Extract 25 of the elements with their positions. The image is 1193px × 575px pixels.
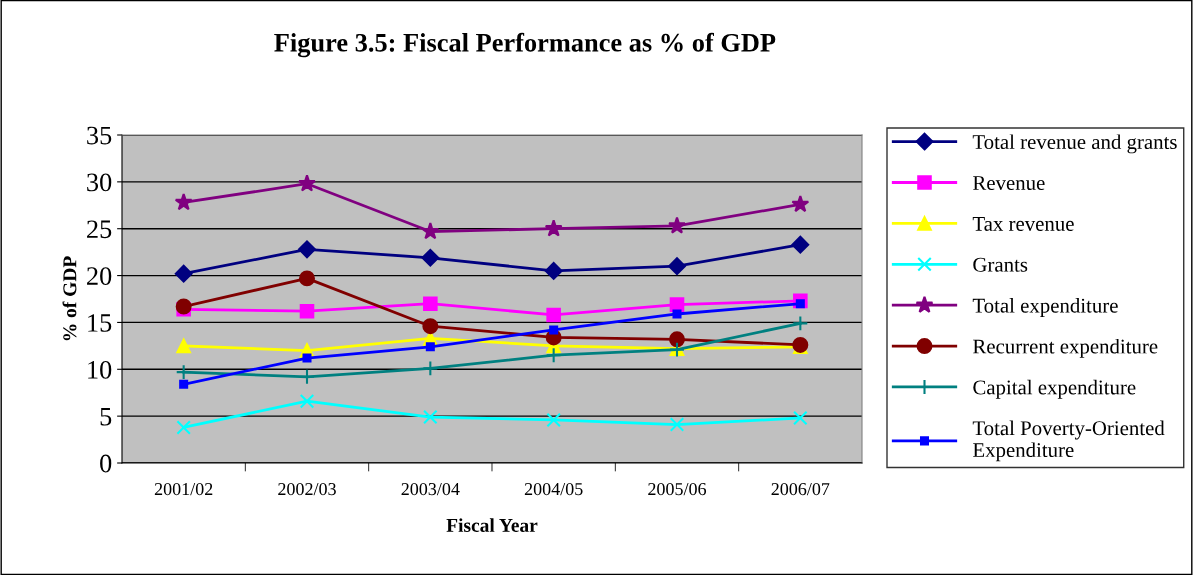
chart-title: Figure 3.5: Fiscal Performance as % of GDP [274, 32, 776, 58]
y-tick-label: 10 [88, 360, 112, 379]
y-tick-label: 15 [88, 314, 112, 332]
legend-label: Total expenditure [972, 298, 1118, 317]
y-tick-label: 25 [87, 220, 112, 239]
legend-label: Revenue [973, 176, 1045, 190]
x-tick-label: 2004/05 [524, 482, 583, 496]
y-tick-label: 35 [87, 126, 112, 145]
legend-label: Grants [973, 257, 1028, 272]
y-tick-label: 5 [100, 408, 112, 426]
legend-label: Total revenue and grants [972, 134, 1177, 154]
x-tick-label: 2003/04 [401, 482, 460, 496]
legend-label: Recurrent expenditure [973, 338, 1158, 358]
y-tick-label: 30 [87, 173, 112, 192]
y-tick-label: 20 [87, 267, 112, 285]
x-tick-label: 2006/07 [771, 482, 830, 496]
y-tick-label: 0 [100, 454, 112, 473]
x-tick-label: 2002/03 [278, 482, 336, 496]
y-axis-title: % of GDP [62, 256, 77, 341]
legend-label: Tax revenue [972, 217, 1074, 231]
x-tick-label: 2001/02 [154, 482, 213, 496]
legend-label: Capital expenditure [973, 379, 1136, 399]
x-tick-label: 2005/06 [648, 482, 707, 496]
x-axis-title: Fiscal Year [446, 518, 538, 532]
legend-label: Total Poverty-Oriented Expenditure [972, 420, 1165, 462]
